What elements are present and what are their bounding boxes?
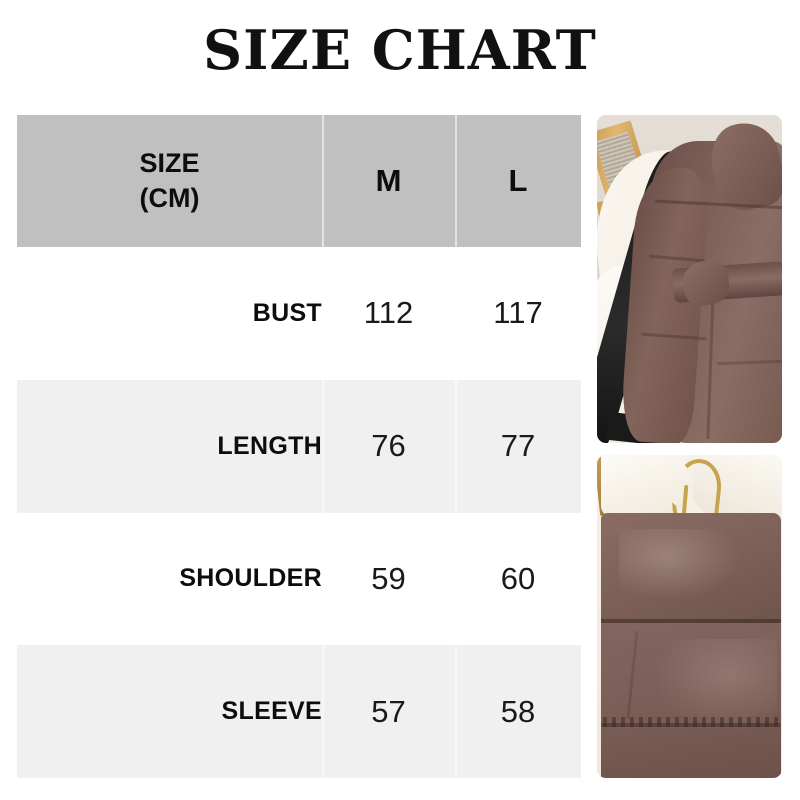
size-label-line1: SIZE [139,147,200,178]
table-body: BUST 112 117 LENGTH 76 77 SHOULDER 59 60… [17,247,581,778]
product-photo-jacket-closeup [597,455,782,778]
row-label-sleeve: SLEEVE [221,697,322,726]
value-bust-m: 112 [363,295,414,331]
table-row: BUST 112 117 [17,247,581,380]
value-length-m: 76 [371,428,406,464]
cream-backdrop-left [601,455,687,519]
column-header-size-unit: SIZE (CM) [17,115,322,247]
value-bust-l: 117 [493,295,543,331]
fabric-highlight [619,529,739,599]
table-header-row: SIZE (CM) M L [17,115,581,247]
size-label-line2: (CM) [139,183,200,213]
fabric-highlight [657,639,777,729]
brown-jacket-lower-panel [601,623,781,778]
product-photo-jacket-on-rail [597,115,782,443]
column-header-m: M [375,163,402,198]
jacket-horizontal-seam [601,619,781,624]
size-chart-table: SIZE (CM) M L BUST 112 117 LENGTH 76 77 … [17,115,581,778]
table-row: SHOULDER 59 60 [17,512,581,646]
table-row: SLEEVE 57 58 [17,645,581,778]
column-header-l: L [508,163,528,198]
cream-backdrop-right [693,455,782,517]
column-divider [455,115,457,778]
row-label-bust: BUST [252,298,322,327]
column-divider [322,115,324,778]
row-label-shoulder: SHOULDER [179,564,322,593]
brown-jacket-upper-panel [601,513,781,625]
value-sleeve-m: 57 [371,693,406,729]
value-length-l: 77 [500,428,536,464]
value-sleeve-l: 58 [500,693,536,729]
value-shoulder-m: 59 [371,560,406,596]
jacket-hem-stitching [603,717,779,727]
table-row: LENGTH 76 77 [17,379,581,513]
page-title: SIZE CHART [203,18,597,82]
jacket-hem-seam [601,723,781,727]
row-label-length: LENGTH [217,431,322,460]
value-shoulder-l: 60 [500,560,536,596]
